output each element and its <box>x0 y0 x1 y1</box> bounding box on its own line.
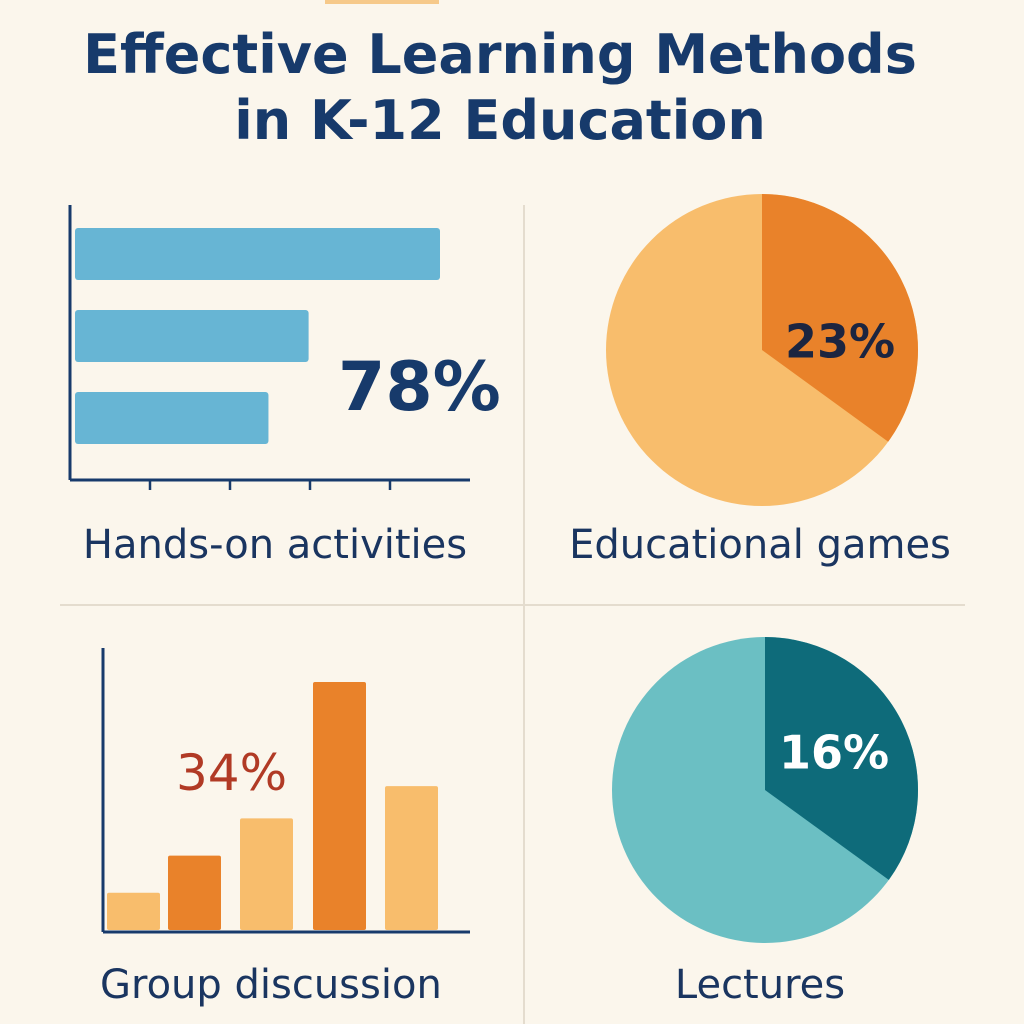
vbar-callout-label: 34% <box>176 744 287 802</box>
pie-games-label: 23% <box>785 315 895 369</box>
vbar-bar <box>240 818 293 930</box>
pie-games-highlight-slice <box>762 194 918 442</box>
caption-hands-on: Hands-on activities <box>82 522 468 568</box>
hbar-bar <box>75 310 309 362</box>
caption-lectures: Lectures <box>674 962 846 1008</box>
hbar-bar <box>75 392 269 444</box>
title-line-2: in K-12 Education <box>234 89 766 152</box>
caption-group-discussion: Group discussion <box>100 962 442 1008</box>
pie-lectures-label: 16% <box>779 726 889 780</box>
vbar-bar <box>385 786 438 930</box>
hbar-bar <box>75 228 440 280</box>
vbar-bar <box>168 855 221 930</box>
pie-lectures-highlight-slice <box>765 637 918 880</box>
horizontal-divider <box>60 604 965 606</box>
page-title: Effective Learning Methods in K-12 Educa… <box>0 22 1000 154</box>
vbar-bar <box>107 892 160 930</box>
vertical-divider <box>523 205 525 1024</box>
hbar-callout-label: 78% <box>338 348 501 427</box>
title-line-1: Effective Learning Methods <box>83 23 917 86</box>
top-tab-decoration <box>325 0 439 4</box>
vbar-bar <box>313 682 366 930</box>
caption-educational-games: Educational games <box>569 522 951 568</box>
